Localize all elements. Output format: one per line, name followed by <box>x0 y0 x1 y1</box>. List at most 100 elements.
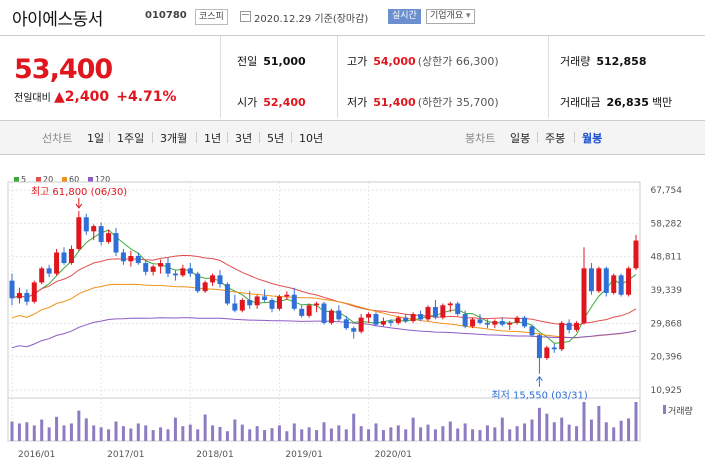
divider <box>152 132 153 143</box>
candle-body <box>195 273 201 292</box>
company-info-dropdown[interactable]: 기업개요 ▾ <box>426 9 475 24</box>
volume-bar <box>166 429 170 441</box>
candle-body <box>514 317 520 323</box>
volume-bar <box>582 402 586 441</box>
chevron-down-icon: ▾ <box>466 11 471 21</box>
divider <box>548 36 549 118</box>
candle-body <box>68 248 74 264</box>
tab-period-1y[interactable]: 1년 <box>204 132 222 145</box>
candle-body <box>380 321 386 325</box>
tab-candle-monthly[interactable]: 월봉 <box>582 132 603 145</box>
stock-code: 010780 <box>145 10 187 21</box>
candle-body <box>120 252 126 262</box>
volume-bar <box>277 425 281 441</box>
volume-bar <box>159 427 163 441</box>
volume-bar <box>485 425 489 441</box>
x-tick-label: 2020/01 <box>375 450 412 460</box>
candle-body <box>388 321 394 323</box>
volume-bar <box>344 429 348 441</box>
tab-period-3m[interactable]: 3개월 <box>160 132 188 145</box>
open-price: 시가 52,400 <box>237 94 306 110</box>
volume-bar <box>589 419 593 441</box>
volume-bar <box>47 427 51 441</box>
volume-bar <box>114 421 118 441</box>
candle-body <box>9 280 15 299</box>
x-tick-label: 2016/01 <box>18 450 55 460</box>
divider <box>291 132 292 143</box>
volume-bar <box>151 430 155 441</box>
low-value: 51,400 <box>373 96 416 109</box>
candle-body <box>440 305 446 318</box>
y-tick-label: 20,396 <box>651 353 683 363</box>
volume-bar <box>196 429 200 441</box>
chart-tabs: 선차트 1일 1주일 3개월 1년 3년 5년 10년 봉차트 일봉 주봉 월봉 <box>0 120 705 155</box>
tab-period-5y[interactable]: 5년 <box>267 132 285 145</box>
ma5-line <box>11 229 637 344</box>
candle-body <box>343 319 349 329</box>
ma120-line <box>11 317 637 349</box>
legend-ma5: 5 <box>14 175 26 184</box>
candle-body <box>232 303 238 311</box>
volume-bar <box>426 424 430 441</box>
legend-ma120: 120 <box>88 175 110 184</box>
candle-body <box>596 268 602 292</box>
amount-value: 26,835 <box>606 96 649 109</box>
trade-amount: 거래대금 26,835 백만 <box>560 94 672 110</box>
candle-body <box>581 268 587 323</box>
candle-body <box>165 263 171 274</box>
candle-body <box>559 322 565 350</box>
volume-bar <box>285 431 289 441</box>
x-tick-label: 2019/01 <box>285 450 322 460</box>
tab-candle-daily[interactable]: 일봉 <box>510 132 531 145</box>
volume-bar <box>263 430 267 441</box>
candle-body <box>588 268 594 292</box>
candle-body <box>633 240 639 269</box>
legend-swatch <box>14 177 19 182</box>
volume-bar <box>374 423 378 441</box>
volume-bar <box>240 424 244 441</box>
amount-unit: 백만 <box>651 96 673 109</box>
clock-icon <box>240 11 251 22</box>
current-price: 53,400 <box>14 54 113 85</box>
high-label: 고가 <box>347 55 368 68</box>
tab-period-1d[interactable]: 1일 <box>87 132 105 145</box>
tab-candle-weekly[interactable]: 주봉 <box>545 132 566 145</box>
candle-body <box>366 314 372 318</box>
tab-period-1w[interactable]: 1주일 <box>117 132 145 145</box>
realtime-button[interactable]: 실시간 <box>388 9 421 24</box>
volume-bar <box>84 418 88 441</box>
volume-bar <box>627 418 631 441</box>
x-tick-label: 2017/01 <box>107 450 144 460</box>
stock-name: 아이에스동서 <box>12 10 103 30</box>
divider <box>259 132 260 143</box>
divider <box>227 132 228 143</box>
volume-label: 거래량 <box>560 55 591 68</box>
legend-swatch <box>62 177 67 182</box>
base-date: 2020.12.29 기준(장마감) <box>254 14 369 25</box>
candle-body <box>492 321 498 325</box>
volume-bar <box>99 427 103 441</box>
line-chart-label: 선차트 <box>42 132 73 145</box>
volume-bar <box>433 429 437 441</box>
volume-bar <box>337 425 341 441</box>
candle-body <box>395 317 401 323</box>
volume-bar <box>181 426 185 441</box>
volume-bar <box>597 405 601 441</box>
legend-swatch <box>88 177 93 182</box>
tab-period-10y[interactable]: 10년 <box>299 132 324 145</box>
volume-bar <box>32 425 36 441</box>
volume-bar <box>255 426 259 441</box>
y-tick-label: 58,282 <box>651 219 683 229</box>
candle-body <box>91 226 97 232</box>
volume-bar <box>225 431 229 441</box>
x-tick-label: 2018/01 <box>196 450 233 460</box>
candle-body <box>455 303 461 315</box>
volume-bar <box>17 423 21 441</box>
volume-bar <box>545 413 549 441</box>
candle-body <box>24 292 30 302</box>
legend-ma20: 20 <box>36 175 53 184</box>
candle-body <box>180 268 186 276</box>
y-tick-label: 48,811 <box>651 253 683 263</box>
volume-bar <box>10 421 14 441</box>
tab-period-3y[interactable]: 3년 <box>235 132 253 145</box>
